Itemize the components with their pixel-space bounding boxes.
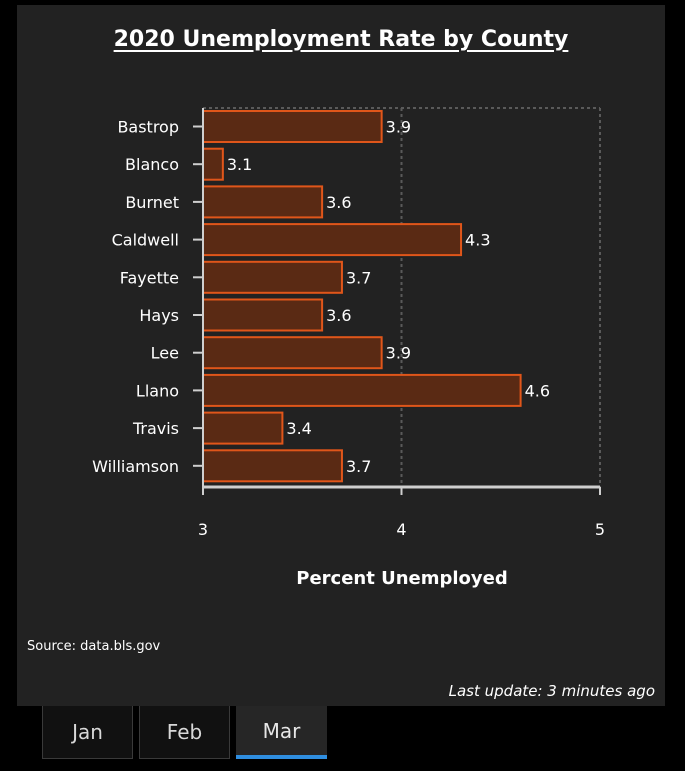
tab-feb[interactable]: Feb — [139, 706, 230, 759]
category-label: Bastrop — [117, 118, 179, 137]
data-label: 3.7 — [346, 457, 371, 476]
bar — [202, 298, 324, 332]
bars: 3.9 3.1 3.6 4.3 3.7 3.6 3.9 4.6 3.4 3.7 — [202, 110, 550, 483]
data-label: 3.9 — [386, 118, 411, 137]
month-tabs: Jan Feb Mar — [42, 706, 333, 761]
bar — [202, 223, 463, 257]
bar — [202, 373, 522, 407]
axes: Bastrop Blanco Burnet Caldwell Fayette Hays Le… — [92, 108, 605, 539]
data-label: 3.1 — [227, 155, 252, 174]
data-label: 4.3 — [465, 231, 490, 250]
tab-mar[interactable]: Mar — [236, 706, 327, 759]
data-label: 4.6 — [525, 381, 550, 400]
category-label: Fayette — [120, 268, 179, 287]
x-axis-label: Percent Unemployed — [296, 568, 507, 589]
bar — [202, 110, 383, 143]
x-tick-label: 4 — [396, 520, 406, 539]
bar — [202, 336, 383, 370]
chart-panel: 2020 Unemployment Rate by County 3.9 3.1 3… — [17, 5, 665, 706]
x-tick-label: 3 — [198, 520, 208, 539]
data-label: 3.7 — [346, 268, 371, 287]
grid-lines — [203, 107, 601, 487]
source-note: Source: data.bls.gov — [27, 639, 161, 654]
category-label: Blanco — [125, 155, 179, 174]
category-label: Llano — [136, 381, 179, 400]
tab-jan[interactable]: Jan — [42, 706, 133, 759]
category-label: Williamson — [92, 457, 179, 476]
x-tick-label: 5 — [595, 520, 605, 539]
data-label: 3.4 — [286, 419, 311, 438]
data-label: 3.6 — [326, 306, 351, 325]
chart-title: 2020 Unemployment Rate by County — [113, 27, 569, 52]
bar — [202, 260, 343, 294]
data-label: 3.6 — [326, 193, 351, 212]
bar-chart: 3.9 3.1 3.6 4.3 3.7 3.6 3.9 4.6 3.4 3.7 Bastrop Bl… — [92, 107, 605, 589]
category-label: Caldwell — [112, 231, 179, 250]
bar — [202, 185, 324, 219]
category-label: Burnet — [125, 193, 179, 212]
bar — [202, 411, 284, 445]
bar — [202, 449, 343, 483]
bar — [202, 147, 224, 181]
category-label: Lee — [151, 344, 179, 363]
data-label: 3.9 — [386, 344, 411, 363]
category-label: Hays — [139, 306, 179, 325]
last-update-text: Last update: 3 minutes ago — [448, 682, 655, 700]
category-label: Travis — [132, 419, 179, 438]
